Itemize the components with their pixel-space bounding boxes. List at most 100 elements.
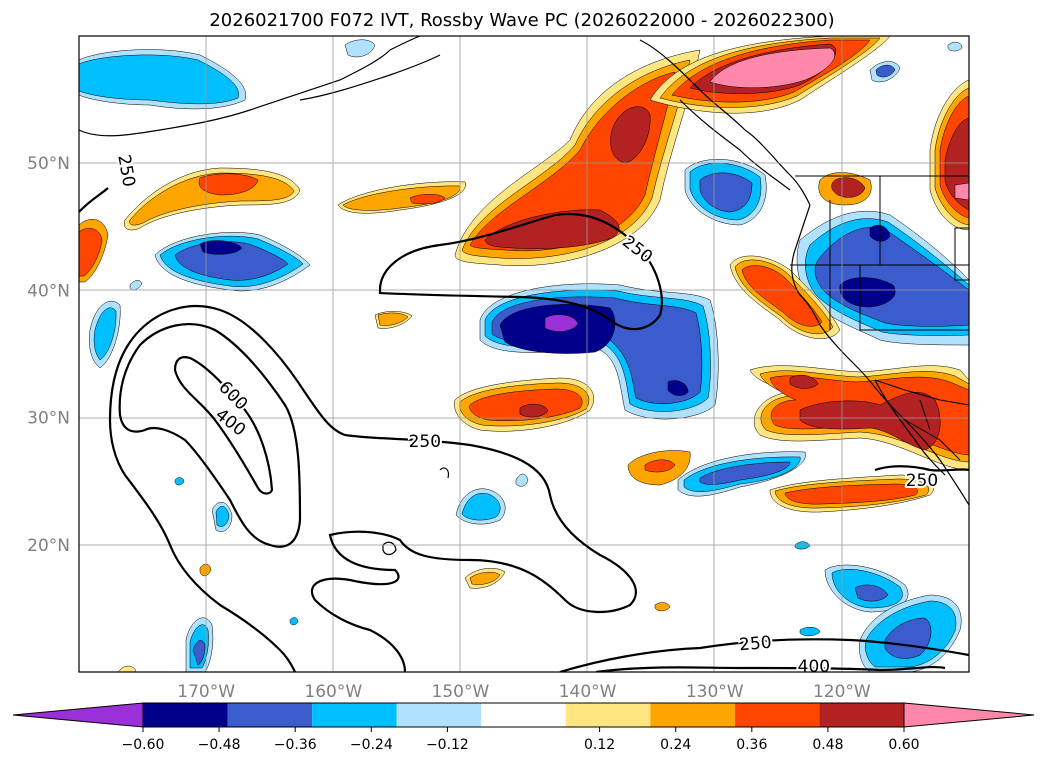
ivt-contour-250: [79, 187, 109, 213]
colorbar-tick-label: 0.48: [812, 737, 843, 753]
fill-level: [79, 228, 103, 277]
colorbar-box: [227, 703, 313, 727]
colorbar-tick-label: −0.60: [122, 737, 165, 753]
fill-level: [342, 185, 461, 211]
chart-title: 2026021700 F072 IVT, Rossby Wave PC (202…: [209, 10, 834, 31]
fill-level: [667, 380, 689, 396]
ivt-contour-250: [108, 419, 296, 672]
colorbar-extend-max: [903, 702, 1035, 728]
us-mexico-border: [874, 379, 969, 406]
fill-level: [199, 240, 243, 255]
colorbar-tick-label: 0.24: [660, 737, 691, 753]
colorbar-box: [734, 703, 820, 727]
fill-level: [610, 106, 651, 164]
colorbar-box: [650, 703, 735, 727]
fill-level: [947, 41, 963, 52]
longitude-tick-labels: 170°W 160°W 150°W 140°W 130°W 120°W: [177, 682, 871, 702]
fill-level: [519, 403, 549, 418]
alaska-islands: [639, 39, 811, 206]
fill-level: [644, 459, 676, 473]
us-state-border: [859, 265, 969, 331]
colorbar-box: [312, 703, 397, 727]
lon-tick-label: 120°W: [813, 682, 871, 702]
fill-level: [699, 172, 753, 213]
ivt-contour-600: [173, 356, 274, 495]
contour-label: 250: [906, 471, 938, 491]
fill-level: [409, 194, 446, 205]
colorbar-box: [396, 703, 482, 727]
fill-level: [654, 602, 671, 612]
lon-tick-label: 170°W: [177, 682, 235, 702]
fill-level: [461, 493, 501, 521]
fill-level: [544, 314, 579, 332]
map-frame: [78, 35, 970, 673]
hawaii: [382, 541, 397, 556]
colorbar-tick-label: −0.36: [274, 737, 317, 753]
ivt-contour-400: [118, 323, 302, 548]
lon-tick-label: 140°W: [559, 682, 617, 702]
anomaly-fill-bc-coast: [649, 36, 891, 114]
colorbar-box: [819, 703, 904, 727]
colorbar: −0.60 −0.48 −0.36 −0.24 −0.12 0.12 0.24 0.36 0.4…: [12, 702, 1035, 753]
fill-level: [875, 64, 896, 78]
lon-tick-label: 150°W: [432, 682, 490, 702]
fill-level: [709, 47, 835, 88]
us-state-border: [954, 227, 969, 281]
contour-label: 250: [409, 432, 441, 452]
fill-level: [289, 617, 299, 626]
fill-level: [79, 54, 239, 105]
bc-coast: [679, 99, 791, 191]
graticule: [79, 36, 969, 672]
fill-level: [484, 209, 620, 249]
fill-level: [784, 483, 918, 505]
colorbar-outline: [142, 702, 905, 728]
colorbar-box: [143, 703, 228, 727]
colorbar-tick-label: −0.24: [350, 737, 393, 753]
lat-tick-label: 20°N: [27, 536, 70, 556]
lat-tick-label: 40°N: [27, 281, 70, 301]
anomaly-fill-small-negatives: [174, 41, 963, 672]
baja-coast: [874, 379, 946, 476]
anomaly-fill-northeast-us: [818, 79, 969, 231]
fill-level: [344, 39, 376, 58]
hawaii: [439, 467, 450, 479]
fill-level: [469, 571, 501, 585]
ivt-contour-250: [874, 465, 969, 472]
anomaly-fill-bering-negative: [79, 39, 901, 110]
us-west-coast: [791, 204, 969, 506]
contour-label: 250: [738, 633, 772, 656]
anomaly-fill-gulf-of-alaska: [454, 49, 701, 266]
fill-level: [377, 312, 409, 326]
fill-level: [799, 627, 821, 637]
coastlines: [79, 36, 969, 556]
mexico-state-border: [919, 399, 931, 431]
fill-level: [93, 307, 117, 361]
mexico-state-border: [904, 419, 961, 461]
fill-level: [699, 461, 791, 485]
fill-level: [854, 584, 889, 602]
fill-level: [741, 265, 823, 327]
ivt-contour-250: [378, 213, 663, 331]
ivt-contour-250: [559, 638, 969, 672]
political-borders: [790, 175, 969, 461]
anomaly-fill-eastern-pacific-band: [677, 451, 962, 672]
alaska-coastline: [299, 54, 441, 101]
fill-level: [954, 182, 969, 201]
fill-level: [215, 506, 230, 527]
colorbar-tick-label: 0.36: [736, 737, 767, 753]
fill-level: [789, 374, 819, 389]
colorbar-box: [481, 703, 566, 727]
anomaly-fill-western-mexico: [627, 450, 934, 513]
fill-level: [839, 277, 896, 308]
colorbar-extend-min: [12, 702, 144, 728]
anomaly-fill-western-us-negative: [684, 159, 969, 346]
contour-label: 400: [798, 657, 830, 677]
anomaly-fill-central-pacific-positive: [79, 167, 671, 672]
fill-level: [174, 477, 185, 486]
ivt-contour-250: [108, 305, 637, 672]
colorbar-box: [565, 703, 651, 727]
lat-tick-label: 50°N: [27, 154, 70, 174]
ivt-contours: [79, 187, 969, 672]
